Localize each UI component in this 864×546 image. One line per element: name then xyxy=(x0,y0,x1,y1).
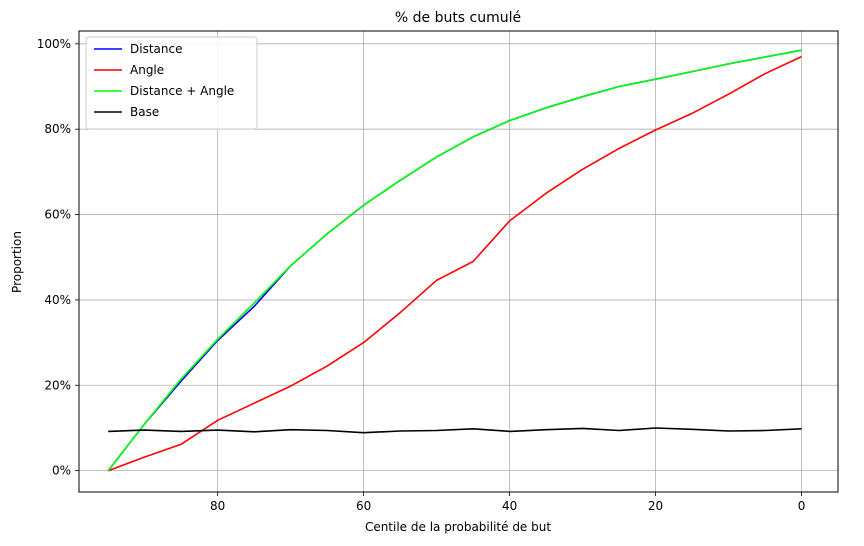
legend: Distance Angle Distance + Angle Base xyxy=(85,36,258,130)
legend-label-angle: Angle xyxy=(130,63,164,77)
x-axis-ticks: 80 60 40 20 0 xyxy=(210,492,805,513)
y-axis-ticks: 0% 20% 40% 60% 80% 100% xyxy=(37,37,79,478)
x-tick-label: 60 xyxy=(356,499,371,513)
x-tick-label: 80 xyxy=(210,499,225,513)
series-lines xyxy=(107,49,802,472)
series-line-base xyxy=(108,427,802,434)
y-tick-label: 20% xyxy=(44,378,71,392)
y-tick-label: 100% xyxy=(37,37,71,51)
legend-label-distance: Distance xyxy=(130,42,182,56)
y-tick-label: 60% xyxy=(44,208,71,222)
legend-label-distance-angle: Distance + Angle xyxy=(130,84,234,98)
x-tick-label: 0 xyxy=(798,499,806,513)
y-tick-label: 80% xyxy=(44,122,71,136)
x-axis-label: Centile de la probabilité de but xyxy=(365,520,551,534)
series-line-angle xyxy=(107,55,802,472)
x-tick-label: 20 xyxy=(648,499,663,513)
plot-frame xyxy=(78,30,839,493)
y-tick-label: 40% xyxy=(44,293,71,307)
x-tick-label: 40 xyxy=(502,499,517,513)
legend-box xyxy=(85,36,258,130)
y-axis-label: Proportion xyxy=(10,231,24,293)
chart-title: % de buts cumulé xyxy=(395,10,521,26)
legend-label-base: Base xyxy=(130,105,159,119)
series-line-distance-angle xyxy=(107,49,802,472)
y-tick-label: 0% xyxy=(52,464,71,478)
